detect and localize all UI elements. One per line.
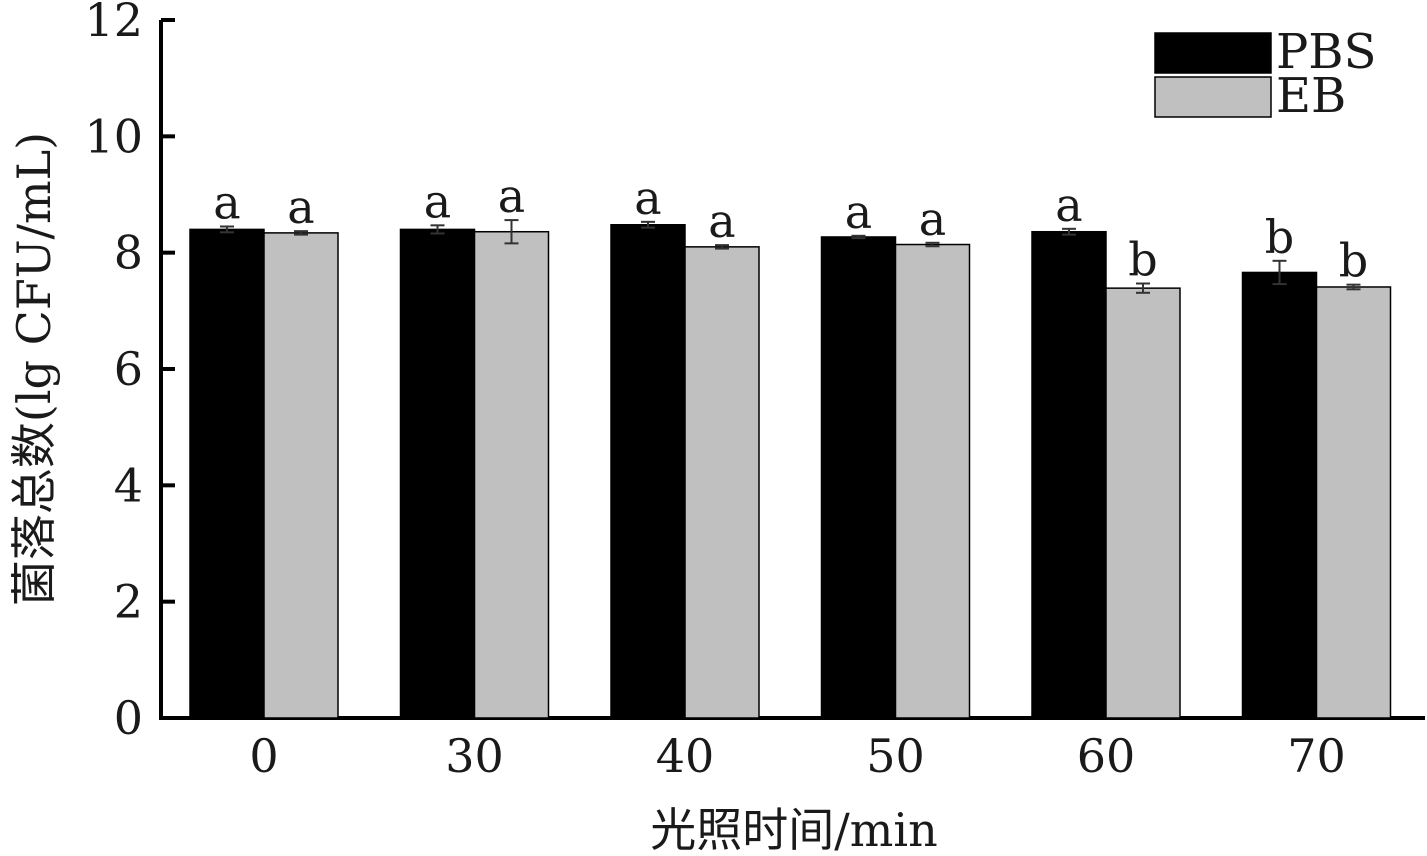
bar-eb-40 <box>684 246 760 719</box>
bar-pbs-70 <box>1241 271 1318 719</box>
y-axis-title: 菌落总数(lg CFU/mL) <box>7 132 61 606</box>
x-tick-label: 30 <box>445 729 504 783</box>
significance-label: a <box>213 175 240 229</box>
y-tick-label: 6 <box>114 342 143 396</box>
error-bars <box>220 219 1361 294</box>
bar-pbs-50 <box>820 236 897 719</box>
significance-label: b <box>1265 210 1294 264</box>
significance-label: a <box>287 180 314 234</box>
bars <box>189 223 1392 719</box>
x-tick-label: 0 <box>249 729 278 783</box>
significance-label: a <box>634 171 661 225</box>
significance-label: a <box>845 185 872 239</box>
bar-eb-30 <box>473 230 550 719</box>
x-tick-label: 60 <box>1077 729 1136 783</box>
bar-pbs-60 <box>1031 230 1107 719</box>
significance-label: a <box>424 174 451 228</box>
significance-label: a <box>919 192 946 246</box>
x-tick-label: 70 <box>1287 729 1346 783</box>
y-tick-label: 8 <box>114 226 143 280</box>
significance-labels: a a a a a a a a ab b b <box>213 169 1368 288</box>
significance-label: b <box>1339 234 1368 288</box>
legend-swatch-eb <box>1154 76 1272 118</box>
legend-label-pbs: PBS <box>1276 24 1376 80</box>
y-tick-label: 12 <box>84 0 143 47</box>
x-ticks: 0 30 40 50 60 70 <box>249 729 1345 783</box>
x-tick-label: 40 <box>656 729 715 783</box>
y-tick-label: 2 <box>114 575 143 629</box>
significance-label: b <box>1128 232 1157 286</box>
x-axis-title: 光照时间/min <box>650 803 937 856</box>
bar-pbs-40 <box>610 223 686 719</box>
significance-label: a <box>708 194 735 248</box>
bar-eb-70 <box>1315 286 1392 719</box>
bar-pbs-30 <box>399 228 476 719</box>
significance-label: a <box>498 169 525 223</box>
y-tick-label: 0 <box>114 691 143 745</box>
legend-label-eb: EB <box>1276 68 1346 124</box>
y-tick-label: 10 <box>84 109 143 163</box>
bar-pbs-0 <box>189 228 265 719</box>
legend-swatch-pbs <box>1154 32 1272 74</box>
axes <box>159 20 1425 720</box>
y-ticks: 0 2 4 6 8 10 12 <box>84 0 175 745</box>
bar-eb-60 <box>1105 287 1181 719</box>
bar-eb-50 <box>894 243 971 719</box>
bar-eb-0 <box>263 232 339 719</box>
x-tick-label: 50 <box>866 729 925 783</box>
y-tick-label: 4 <box>114 458 143 512</box>
significance-label: a <box>1055 178 1082 232</box>
